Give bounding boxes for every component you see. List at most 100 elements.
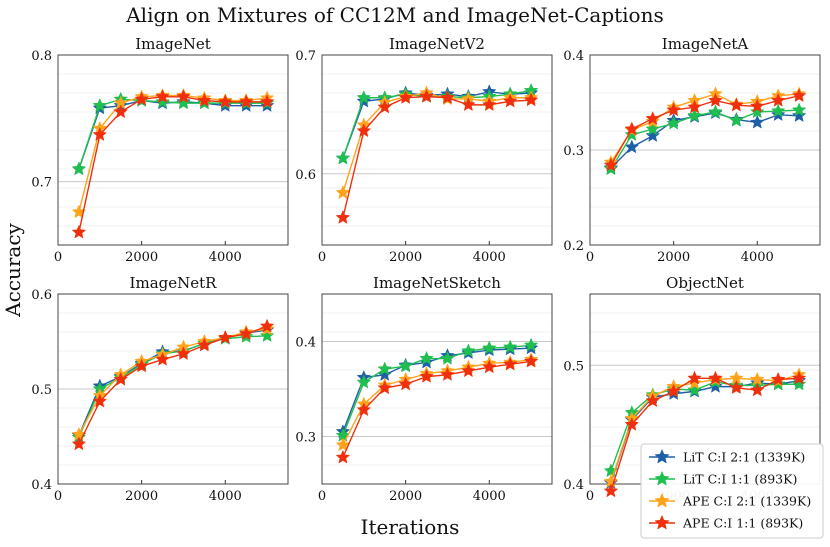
data-point <box>482 340 497 355</box>
data-point <box>134 92 149 106</box>
series-line <box>610 112 800 169</box>
series-line <box>78 96 268 233</box>
data-point <box>461 343 476 357</box>
panel-imagenet: ImageNet 0.7 0.8 0 2000 4000 <box>31 35 289 265</box>
data-point <box>92 394 107 408</box>
series-line <box>610 95 800 166</box>
data-point <box>792 371 806 385</box>
axes-frame <box>321 293 553 485</box>
data-point <box>750 115 765 129</box>
data-point <box>260 328 274 342</box>
data-point <box>461 363 476 377</box>
data-point <box>750 104 765 118</box>
legend-star-icon <box>654 514 670 530</box>
x-tick-label: 2000 <box>125 489 158 504</box>
series-lit-c-i-1-1-893k- <box>604 102 806 175</box>
series-line <box>610 374 800 482</box>
y-tick-label: 0.4 <box>563 478 584 493</box>
axes-frame <box>57 293 289 485</box>
data-point <box>336 210 350 224</box>
series-ape-c-i-1-1-893k- <box>72 319 274 451</box>
x-tick-label: 4000 <box>209 489 242 504</box>
data-point <box>239 94 254 108</box>
data-point <box>461 97 476 111</box>
data-point <box>503 339 518 354</box>
x-tick-label: 4000 <box>741 250 774 265</box>
series-line <box>342 95 532 218</box>
series-line <box>78 325 268 445</box>
series-ape-c-i-1-1-893k- <box>336 354 538 464</box>
legend-label: APE C:I 1:1 (893K) <box>682 516 803 531</box>
data-point <box>419 89 434 103</box>
panel-title: ObjectNet <box>666 274 744 292</box>
data-point <box>503 94 518 108</box>
legend-label: LiT C:I 2:1 (1339K) <box>683 450 805 465</box>
series-line <box>78 335 268 438</box>
data-point <box>218 94 233 108</box>
data-point <box>771 103 786 117</box>
data-point <box>239 326 254 340</box>
data-point <box>218 330 233 344</box>
data-point <box>260 319 274 333</box>
series-line <box>342 358 532 446</box>
panel-title: ImageNetV2 <box>389 35 485 53</box>
axes-frame <box>57 54 289 246</box>
series-ape-c-i-1-1-893k- <box>336 89 538 224</box>
data-point <box>72 225 86 239</box>
data-point <box>419 369 434 383</box>
data-point <box>645 393 660 407</box>
x-tick-label: 0 <box>586 250 594 265</box>
y-tick-label: 0.2 <box>563 239 584 254</box>
series-ape-c-i-1-1-893k- <box>604 88 806 172</box>
axes-frame <box>321 54 553 246</box>
series-line <box>78 99 268 170</box>
legend-label: APE C:I 2:1 (1339K) <box>682 494 811 509</box>
data-point <box>645 111 660 125</box>
series-ape-c-i-1-1-893k- <box>72 89 274 239</box>
y-tick-label: 0.7 <box>295 49 316 64</box>
data-point <box>503 357 518 371</box>
series-line <box>78 98 268 170</box>
data-point <box>729 113 744 127</box>
data-point <box>708 104 723 118</box>
series-ape-c-i-1-1-893k- <box>604 371 806 498</box>
x-tick-label: 0 <box>318 250 326 265</box>
data-point <box>440 90 455 104</box>
y-axis-label: Accuracy <box>1 222 25 317</box>
y-tick-label: 0.4 <box>31 478 52 493</box>
data-point <box>113 372 128 386</box>
data-point <box>708 93 723 107</box>
data-point <box>645 121 660 136</box>
data-point <box>750 382 765 397</box>
data-point <box>792 102 806 117</box>
data-point <box>750 99 765 113</box>
data-point <box>356 90 371 104</box>
figure-title: Align on Mixtures of CC12M and ImageNet-… <box>125 3 664 27</box>
data-point <box>377 100 392 114</box>
legend-box <box>640 443 824 539</box>
data-point <box>624 121 639 136</box>
legend-entry: LiT C:I 1:1 (893K) <box>649 470 797 487</box>
data-point <box>687 371 702 385</box>
data-point <box>197 338 212 352</box>
x-tick-label: 0 <box>586 489 594 504</box>
legend-star-icon <box>654 448 670 464</box>
data-point <box>155 94 170 108</box>
data-point <box>624 127 639 141</box>
data-point <box>482 97 497 111</box>
data-point <box>260 94 274 108</box>
data-point <box>687 100 702 114</box>
data-point <box>792 108 806 122</box>
data-point <box>356 123 371 137</box>
data-point <box>624 417 639 431</box>
data-point <box>72 436 86 451</box>
x-tick-label: 0 <box>318 489 326 504</box>
y-tick-label: 0.4 <box>295 336 316 351</box>
x-tick-label: 2000 <box>657 250 690 265</box>
data-point <box>524 354 538 368</box>
x-tick-label: 0 <box>54 489 62 504</box>
y-tick-label: 0.3 <box>295 431 316 446</box>
series-line <box>78 329 268 436</box>
data-point <box>155 89 170 103</box>
series-line <box>342 344 532 436</box>
